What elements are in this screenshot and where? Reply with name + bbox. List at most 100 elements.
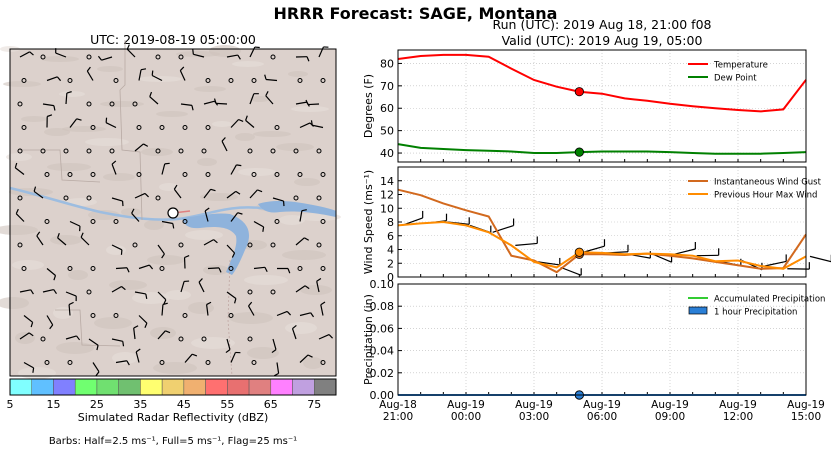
calm-wind-marker [159,266,165,271]
wind-barb-flag [111,160,117,165]
wind-barb-shaft [583,245,605,253]
calm-wind-marker [205,360,211,365]
run-time-label: Run (UTC): 2019 Aug 18, 21:00 f08 [492,17,712,32]
calm-wind-marker [201,148,207,154]
wind-barb-shaft [312,124,324,129]
wind-barb-flag [198,278,203,283]
wind-barb-shaft [230,212,239,222]
wind-barb-flag [15,208,19,214]
calm-wind-marker [251,78,257,83]
wind-barb-flag [225,349,231,354]
wind-barb-shaft [157,330,166,340]
wind-barb-shaft [226,54,238,58]
wind-barb-flag [245,115,248,121]
wind-barb-flag [135,348,141,353]
wind-barb-shaft [111,164,117,175]
wind-barb-shaft [46,315,54,326]
wind-barb [230,212,243,222]
page-title: HRRR Forecast: SAGE, Montana [273,4,558,23]
series-line-previous-hour-max-wind [397,220,807,270]
wind-barb [295,285,310,293]
wind-barb-shaft [230,352,236,363]
wind-barb [226,291,237,304]
y-tick-label: 40 [380,147,394,160]
x-tick-label-date: Aug-19 [651,399,689,411]
map-title: UTC: 2019-08-19 05:00:00 [90,32,256,47]
y-tick-label: 0 [387,271,394,284]
wind-barb [111,160,117,175]
wind-barb-shaft [69,220,81,227]
wind-barb-flag [86,66,91,72]
wind-barb-shaft [673,248,696,255]
calm-wind-marker [178,148,184,154]
wind-barb-flag [213,239,218,244]
x-tick-label-time: 09:00 [655,411,685,423]
wind-barb-flag [292,324,297,330]
terrain-shade [0,297,29,309]
wind-barb [157,330,171,340]
x-tick-label-date: Aug-19 [787,399,825,411]
wind-barb-flag [271,349,277,354]
calm-wind-marker [17,148,23,154]
wind-barb [42,288,57,295]
wind-barb-shaft [316,281,320,293]
calm-wind-marker [109,101,115,107]
colorbar-tick-label: 35 [133,398,147,411]
wind-barb-shaft [68,304,71,316]
wind-barb-shaft [221,140,228,152]
wind-barb [69,220,81,232]
wind-barb-shaft [247,305,255,316]
wind-barb-shaft [36,235,44,246]
wind-barb-shaft [19,332,30,340]
wind-barb-shaft [291,328,297,340]
wind-barb-shaft [157,244,165,255]
wind-barb-flag [238,118,244,122]
y-tick-label: 0.04 [370,345,395,358]
wind-barb [157,244,165,259]
wind-barb-flag [191,353,198,357]
wind-barb [316,278,322,293]
wind-barb-flag [304,285,310,290]
calm-wind-marker [155,148,161,154]
wind-barb-shaft [249,189,258,199]
wind-barb [207,267,222,273]
terrain-shade [235,133,255,141]
wind-barb-flag [131,208,135,214]
wind-barb [179,66,186,81]
wind-barb-flag [310,120,313,126]
wind-barb [276,267,291,274]
wind-barb-flag [76,335,81,341]
wind-barb [46,268,57,281]
terrain-shade [253,131,291,137]
wind-barb-shaft [111,286,122,293]
calm-wind-marker [270,242,276,248]
calm-wind-marker [270,148,276,154]
terrain-shade [185,230,223,240]
colorbar-tick-label: 5 [7,398,14,411]
terrain-shade [247,347,279,359]
legend-label: Accumulated Precipitation [714,295,825,305]
wind-barb-flag [29,51,34,56]
wind-barb-flag [140,68,147,71]
y-axis-label: Precipitation (in) [362,294,375,385]
wind-barb [68,301,74,316]
colorbar-tick-label: 45 [177,398,191,411]
wind-barb-shaft [86,70,94,81]
calm-wind-marker [17,242,23,248]
calm-wind-marker [201,336,207,342]
wind-barb [161,162,170,175]
y-tick-label: 14 [380,175,394,188]
wind-barb-shaft [65,335,77,340]
terrain-shade [303,357,323,369]
wind-barb-shaft [203,239,214,246]
wind-barb-shaft [19,51,30,58]
wind-barb [204,207,210,222]
wind-barb [173,184,182,199]
calm-wind-marker [21,78,27,83]
wind-barb [183,254,190,269]
terrain-shade [112,352,138,364]
wind-barb-shaft [226,338,231,350]
wind-barb [157,291,167,305]
wind-barb-flag [57,232,60,239]
